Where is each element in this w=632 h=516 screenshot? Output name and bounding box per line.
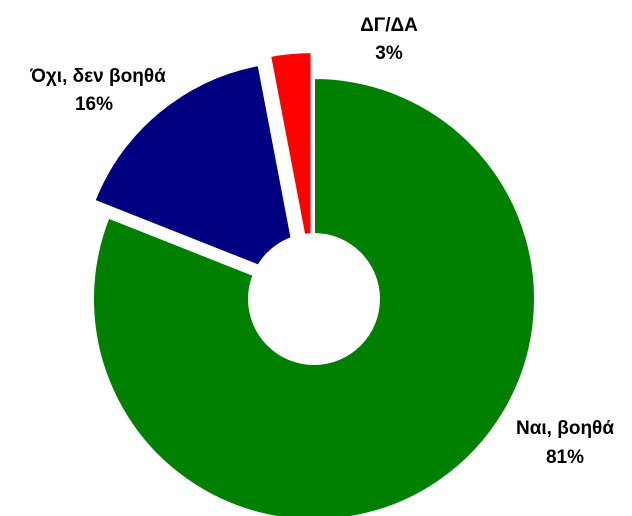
donut-hole	[248, 233, 380, 365]
slice-label-nai: Ναι, βοηθά	[516, 418, 614, 439]
slice-2	[268, 51, 313, 274]
slice-1	[93, 63, 302, 284]
slice-label-ochi: Όχι, δεν βοηθά	[29, 66, 166, 87]
slice-label-dgda: ΔΓ/ΔΑ	[360, 15, 418, 36]
slice-percent-nai: 81%	[546, 447, 584, 468]
slice-percent-ochi: 16%	[75, 94, 113, 115]
slice-percent-dgda: 3%	[375, 43, 403, 64]
labels-group: Ναι, βοηθά 81% Όχι, δεν βοηθά 16% ΔΓ/ΔΑ …	[29, 15, 614, 468]
